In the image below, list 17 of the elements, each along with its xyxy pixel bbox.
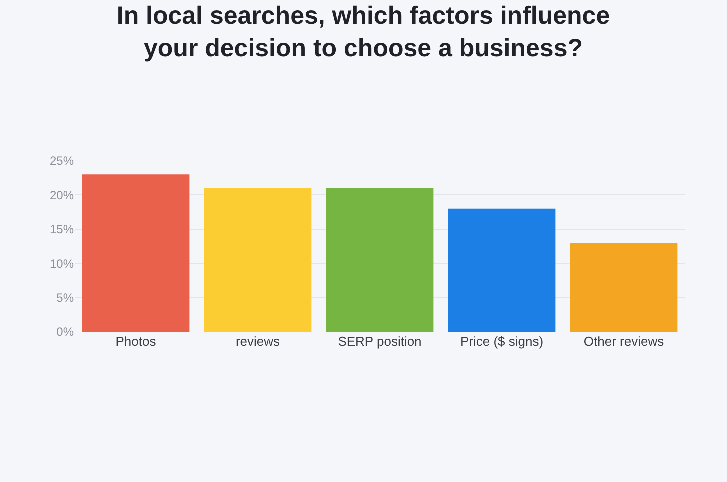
bar	[326, 188, 434, 332]
bar	[204, 188, 312, 332]
x-tick-label: SERP position	[338, 334, 422, 349]
x-tick-label: Photos	[116, 334, 157, 349]
chart-title: In local searches, which factors influence your decision to choose a business?	[116, 2, 610, 63]
bar	[570, 243, 678, 332]
x-tick-label: Other reviews	[584, 334, 665, 349]
x-tick-label: Price ($ signs)	[460, 334, 544, 349]
y-tick-label: 5%	[56, 291, 74, 305]
bar	[82, 174, 190, 332]
x-tick-label: reviews	[236, 334, 281, 349]
y-tick-label: 0%	[56, 325, 74, 340]
y-tick-label: 10%	[50, 256, 74, 271]
bar	[448, 208, 556, 332]
y-tick-label: 15%	[50, 222, 74, 237]
y-tick-label: 25%	[50, 154, 74, 168]
y-tick-label: 20%	[50, 188, 74, 202]
